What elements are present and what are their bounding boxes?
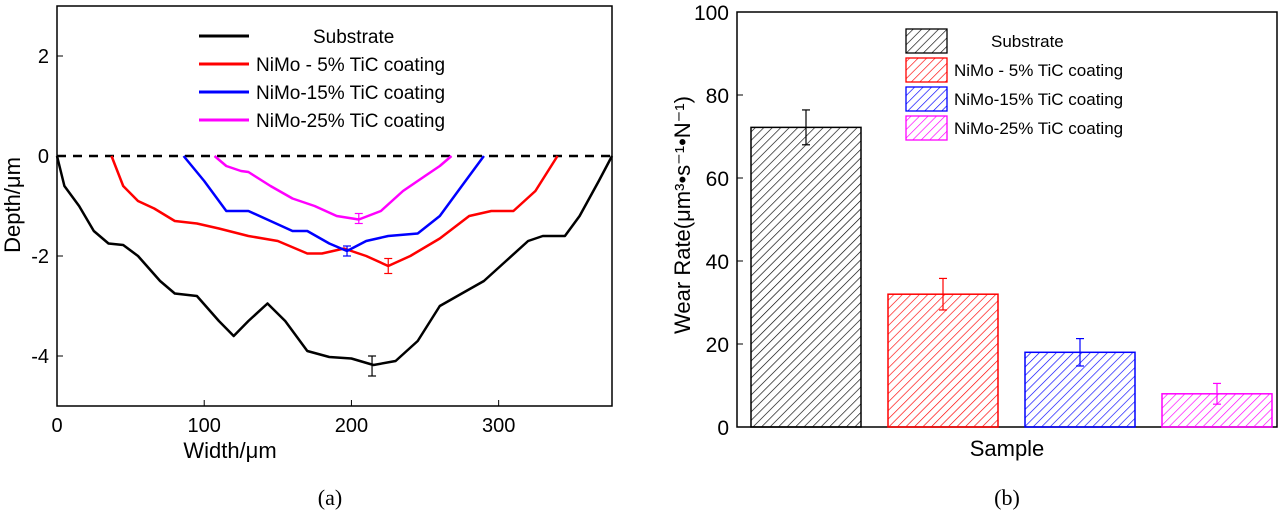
chart-a-series-line-3 — [213, 155, 453, 221]
chart-a-error-bar-2 — [343, 245, 352, 257]
chart-a-error-bar-3 — [354, 212, 363, 225]
chart-b-error-bar-2 — [1076, 338, 1084, 367]
chart-b-legend-item-1: NiMo - 5% TiC coating — [905, 57, 1123, 83]
chart-b-legend-swatch — [905, 28, 948, 54]
chart-a-legend-item-1: NiMo - 5% TiC coating — [199, 55, 445, 76]
chart-a-y-tick-label: -4 — [31, 346, 49, 368]
chart-a-legend-label: Substrate — [313, 27, 394, 48]
chart-a-legend-item-3: NiMo-25% TiC coating — [199, 111, 445, 132]
chart-b-y-tick-label: 80 — [706, 85, 729, 108]
chart-b-x-label: Sample — [970, 436, 1045, 461]
chart-a-x-tick-label: 100 — [188, 415, 221, 437]
chart-b-legend-label: NiMo-15% TiC coating — [954, 90, 1123, 109]
chart-a-x-tick-label: 300 — [482, 415, 515, 437]
chart-b-y-tick-label: 60 — [706, 168, 729, 191]
chart-a-y-tick-label: -2 — [31, 246, 49, 268]
chart-b-caption: (b) — [994, 485, 1020, 510]
chart-b-legend-swatch — [905, 86, 948, 112]
chart-a-series-line-1 — [110, 155, 559, 268]
chart-a-error-bar-1 — [384, 257, 393, 275]
chart-b-error-bar-1 — [939, 277, 947, 311]
chart-a-legend-label: NiMo - 5% TiC coating — [256, 55, 445, 76]
chart-b-legend-label: NiMo-25% TiC coating — [954, 119, 1123, 138]
chart-b-plot-frame — [736, 11, 1278, 428]
chart-a-depth-profile: 0 100 200 300 2 0 -2 -4 Substrate NiMo - 5% TiC … — [0, 5, 614, 510]
chart-b-y-tick-label: 20 — [706, 334, 729, 357]
chart-a-legend-item-2: NiMo-15% TiC coating — [199, 83, 445, 104]
chart-a-error-bar-0 — [368, 355, 377, 377]
chart-a-plot-frame — [56, 5, 613, 407]
chart-a-x-tick-label: 0 — [51, 415, 62, 437]
chart-b-wear-rate: 0 20 40 60 80 100 Substrate NiMo - 5% TiC coat… — [670, 2, 1278, 510]
chart-b-y-tick-label: 40 — [706, 251, 729, 274]
chart-a-legend-label: NiMo-25% TiC coating — [256, 111, 445, 132]
chart-b-legend-item-3: NiMo-25% TiC coating — [905, 115, 1123, 141]
chart-b-error-bar-0 — [802, 109, 810, 146]
chart-b-y-label: Wear Rate(μm³•s⁻¹•N⁻¹) — [670, 96, 695, 334]
chart-b-bar-1 — [887, 293, 999, 428]
chart-a-x-label: Width/μm — [183, 438, 276, 463]
chart-b-error-bar-3 — [1213, 382, 1221, 405]
chart-b-y-tick-label: 0 — [717, 417, 729, 440]
chart-a-caption: (a) — [318, 485, 342, 510]
chart-a-series-line-0 — [55, 155, 614, 367]
chart-b-bar-0 — [750, 126, 862, 428]
chart-b-legend-label: Substrate — [991, 32, 1064, 51]
chart-a-y-label: Depth/μm — [0, 157, 25, 253]
chart-a-y-tick-label: 0 — [38, 146, 49, 168]
chart-a-legend-item-0: Substrate — [199, 27, 394, 48]
chart-a-series-line-2 — [182, 155, 485, 253]
chart-b-legend-item-0: Substrate — [905, 28, 1064, 54]
chart-a-x-tick-label: 200 — [335, 415, 368, 437]
chart-a-y-tick-label: 2 — [38, 46, 49, 68]
chart-b-legend-label: NiMo - 5% TiC coating — [954, 61, 1123, 80]
chart-b-legend-item-2: NiMo-15% TiC coating — [905, 86, 1123, 112]
chart-b-legend-swatch — [905, 57, 948, 83]
chart-a-legend-label: NiMo-15% TiC coating — [256, 83, 445, 104]
chart-b-legend-swatch — [905, 115, 948, 141]
chart-b-y-tick-label: 100 — [694, 2, 729, 25]
